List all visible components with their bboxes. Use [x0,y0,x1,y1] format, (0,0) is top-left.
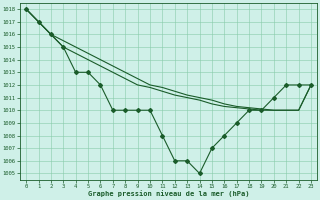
X-axis label: Graphe pression niveau de la mer (hPa): Graphe pression niveau de la mer (hPa) [88,190,249,197]
